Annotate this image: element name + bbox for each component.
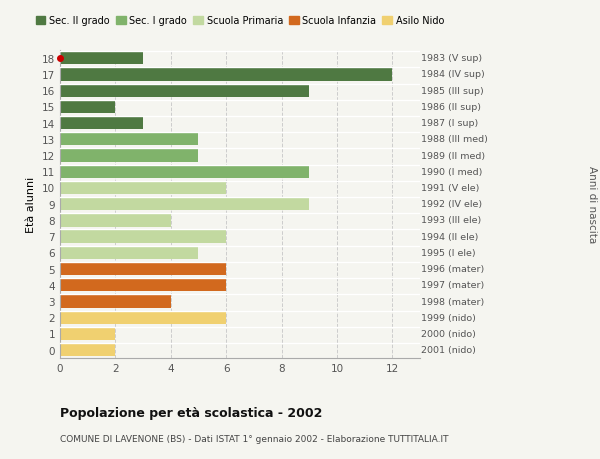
Bar [60, 230, 226, 243]
Legend: Sec. II grado, Sec. I grado, Scuola Primaria, Scuola Infanzia, Asilo Nido: Sec. II grado, Sec. I grado, Scuola Prim… [32, 12, 448, 30]
Bar [60, 68, 392, 81]
Text: 1994 (II ele): 1994 (II ele) [421, 232, 478, 241]
Text: Anni di nascita: Anni di nascita [587, 166, 597, 243]
Bar [60, 327, 115, 341]
Text: 1993 (III ele): 1993 (III ele) [421, 216, 481, 225]
Text: 1990 (I med): 1990 (I med) [421, 168, 482, 176]
Bar [60, 181, 226, 195]
Text: 1983 (V sup): 1983 (V sup) [421, 54, 482, 63]
Bar [60, 165, 309, 179]
Text: 2000 (nido): 2000 (nido) [421, 329, 476, 338]
Text: 2001 (nido): 2001 (nido) [421, 346, 476, 354]
Text: Popolazione per età scolastica - 2002: Popolazione per età scolastica - 2002 [60, 406, 322, 419]
Bar [60, 198, 309, 211]
Text: 1999 (nido): 1999 (nido) [421, 313, 476, 322]
Bar [60, 149, 199, 162]
Bar [60, 101, 115, 114]
Text: COMUNE DI LAVENONE (BS) - Dati ISTAT 1° gennaio 2002 - Elaborazione TUTTITALIA.I: COMUNE DI LAVENONE (BS) - Dati ISTAT 1° … [60, 434, 449, 443]
Bar [60, 84, 309, 98]
Text: 1998 (mater): 1998 (mater) [421, 297, 484, 306]
Text: 1996 (mater): 1996 (mater) [421, 264, 484, 274]
Bar [60, 214, 171, 227]
Bar [60, 263, 226, 276]
Bar [60, 117, 143, 130]
Bar [60, 279, 226, 292]
Bar [60, 133, 199, 146]
Bar [60, 246, 199, 259]
Text: 1991 (V ele): 1991 (V ele) [421, 184, 479, 193]
Text: 1985 (III sup): 1985 (III sup) [421, 86, 484, 95]
Bar [60, 343, 115, 357]
Y-axis label: Età alunni: Età alunni [26, 176, 37, 232]
Text: 1992 (IV ele): 1992 (IV ele) [421, 200, 482, 209]
Text: 1995 (I ele): 1995 (I ele) [421, 248, 475, 257]
Bar [60, 52, 143, 65]
Text: 1988 (III med): 1988 (III med) [421, 135, 488, 144]
Text: 1997 (mater): 1997 (mater) [421, 281, 484, 290]
Bar [60, 311, 226, 324]
Text: 1987 (I sup): 1987 (I sup) [421, 119, 478, 128]
Text: 1989 (II med): 1989 (II med) [421, 151, 485, 160]
Text: 1986 (II sup): 1986 (II sup) [421, 103, 481, 112]
Text: 1984 (IV sup): 1984 (IV sup) [421, 70, 484, 79]
Bar [60, 295, 171, 308]
